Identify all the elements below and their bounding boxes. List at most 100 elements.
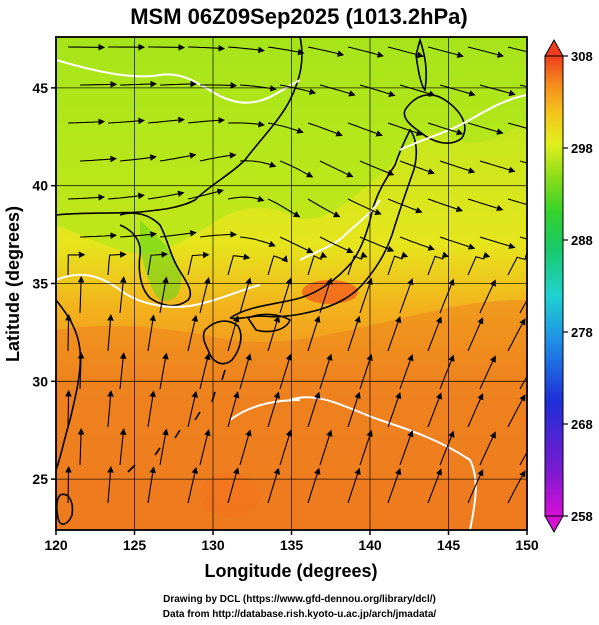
streamline bbox=[319, 277, 333, 314]
streamline bbox=[347, 467, 361, 504]
streamline bbox=[507, 122, 527, 129]
streamline bbox=[65, 465, 72, 504]
streamline bbox=[187, 466, 198, 504]
y-axis-ticks: 25 30 35 40 45 bbox=[32, 80, 56, 487]
coastlines bbox=[56, 37, 466, 525]
streamline bbox=[467, 469, 484, 504]
streamline bbox=[479, 431, 496, 466]
streamline bbox=[399, 354, 414, 390]
streamline bbox=[239, 236, 276, 247]
x-tick-label: 150 bbox=[515, 537, 539, 553]
streamline bbox=[507, 394, 526, 428]
streamline bbox=[67, 194, 105, 201]
streamline bbox=[119, 428, 127, 466]
streamline bbox=[439, 160, 476, 174]
streamline bbox=[227, 195, 265, 202]
streamline bbox=[507, 252, 527, 276]
streamline bbox=[347, 198, 382, 215]
streamline bbox=[439, 278, 455, 314]
streamline bbox=[199, 429, 211, 466]
x-tick-label: 120 bbox=[44, 537, 68, 553]
streamline bbox=[267, 122, 304, 134]
streamline bbox=[67, 251, 86, 276]
streamline bbox=[359, 353, 373, 390]
streamline bbox=[279, 353, 293, 390]
streamline bbox=[359, 429, 373, 466]
streamline bbox=[187, 390, 198, 428]
streamline bbox=[227, 253, 251, 276]
streamline bbox=[307, 467, 321, 504]
streamline bbox=[467, 122, 504, 135]
streamline bbox=[319, 160, 354, 178]
streamline bbox=[359, 277, 373, 314]
streamline bbox=[159, 152, 197, 162]
streamline bbox=[439, 236, 476, 250]
streamline bbox=[267, 46, 305, 56]
streamline bbox=[227, 120, 265, 128]
streamline bbox=[279, 277, 293, 314]
streamline bbox=[107, 314, 114, 352]
streamline bbox=[119, 352, 127, 390]
streamline bbox=[439, 430, 455, 466]
streamline bbox=[347, 122, 383, 137]
streamline bbox=[79, 155, 117, 163]
streamline bbox=[79, 81, 118, 88]
streamline bbox=[147, 251, 169, 276]
sakhalin-coast bbox=[415, 37, 427, 92]
streamline bbox=[187, 314, 198, 352]
colorbar-tick-label: 288 bbox=[571, 233, 593, 248]
streamline bbox=[519, 451, 527, 466]
streamline bbox=[107, 390, 114, 428]
streamline bbox=[119, 231, 157, 238]
streamline bbox=[427, 122, 464, 136]
streamline bbox=[387, 467, 402, 504]
streamline bbox=[387, 122, 424, 136]
streamline bbox=[147, 116, 185, 124]
map-title: MSM 06Z09Sep2025 (1013.2hPa) bbox=[130, 4, 468, 29]
streamline bbox=[148, 44, 186, 51]
grid-lines bbox=[56, 37, 527, 530]
streamline bbox=[187, 251, 210, 276]
streamline bbox=[479, 160, 516, 173]
streamline bbox=[267, 467, 280, 504]
streamline bbox=[479, 279, 496, 314]
streamline bbox=[399, 236, 435, 251]
streamline bbox=[479, 236, 516, 250]
streamline bbox=[67, 118, 106, 126]
isotherm-central bbox=[56, 273, 261, 308]
streamline bbox=[427, 316, 443, 352]
streamline bbox=[187, 45, 226, 52]
streamline bbox=[467, 46, 504, 58]
colorbar-tick-label: 258 bbox=[571, 509, 593, 524]
china-coast bbox=[56, 299, 82, 471]
streamline bbox=[159, 428, 169, 466]
streamline bbox=[427, 198, 464, 213]
korea-green-region bbox=[140, 220, 182, 301]
colorbar: 258 268 278 288 298 308 bbox=[544, 38, 593, 534]
streamline bbox=[187, 188, 224, 200]
x-axis-label: Longitude (degrees) bbox=[204, 561, 377, 581]
streamline bbox=[147, 190, 185, 200]
streamline bbox=[119, 80, 158, 88]
streamline bbox=[267, 198, 301, 218]
streamline bbox=[239, 160, 277, 168]
streamline bbox=[399, 160, 435, 175]
streamline bbox=[199, 353, 211, 390]
streamline bbox=[507, 46, 527, 53]
colorbar-top-arrow bbox=[544, 38, 564, 57]
streamline bbox=[227, 467, 240, 504]
streamline bbox=[479, 84, 516, 97]
streamline bbox=[199, 152, 237, 162]
streamline bbox=[479, 355, 496, 390]
streamline bbox=[399, 430, 414, 466]
hot-land-spot bbox=[302, 280, 358, 304]
x-tick-label: 145 bbox=[437, 537, 461, 553]
streamline bbox=[239, 84, 277, 92]
streamline bbox=[187, 117, 225, 124]
streamline bbox=[227, 391, 240, 428]
streamline bbox=[387, 391, 402, 428]
streamline bbox=[347, 46, 384, 58]
y-tick-label: 30 bbox=[32, 373, 48, 389]
streamline bbox=[159, 80, 198, 88]
streamline bbox=[387, 46, 424, 59]
